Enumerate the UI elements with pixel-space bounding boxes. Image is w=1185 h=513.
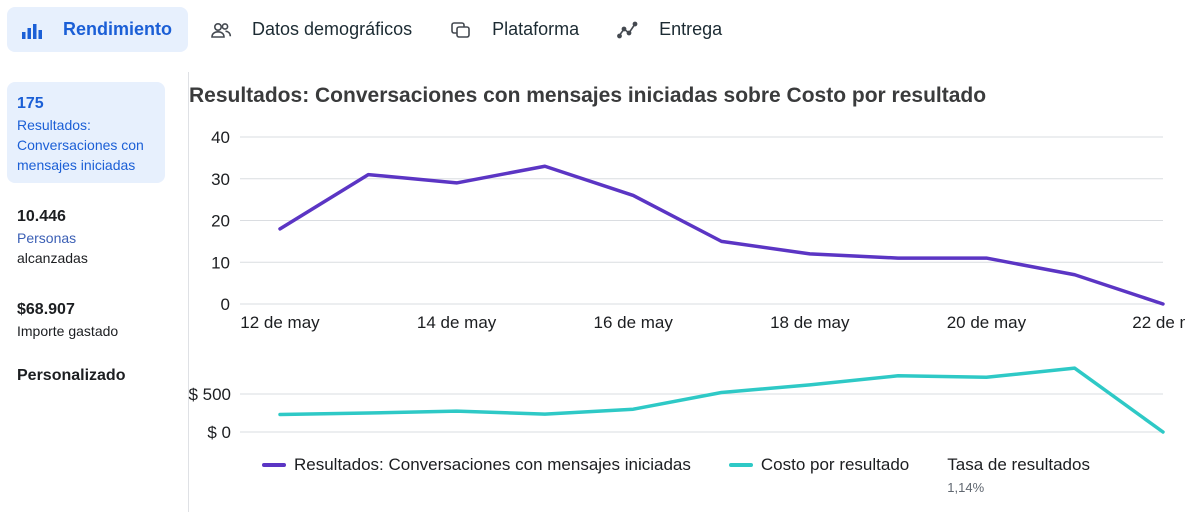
- tab-label: Plataforma: [492, 19, 580, 39]
- legend-cost[interactable]: Costo por resultado: [728, 454, 910, 476]
- x-tick-label: 22 de m: [1132, 313, 1185, 332]
- y-tick-label: 30: [211, 170, 230, 189]
- metric-label-line1: Importe gastado: [17, 323, 119, 339]
- legend-cost-label: Costo por resultado: [760, 455, 910, 474]
- legend-cost-swatch: [728, 463, 753, 467]
- x-tick-label: 16 de may: [594, 313, 674, 332]
- legend-rate-label: Tasa de resultados: [947, 455, 1090, 474]
- legend-results-label: Resultados: Conversaciones con mensajes …: [294, 455, 691, 474]
- metrics-sidebar: 175 Resultados: Conversaciones con mensa…: [7, 82, 165, 391]
- legend-results-swatch: [262, 463, 286, 467]
- legend-rate[interactable]: Tasa de resultados 1,14%: [947, 454, 1090, 495]
- tab-datos-demograficos[interactable]: Datos demográficos: [196, 7, 428, 52]
- custom-metric-button[interactable]: Personalizado: [17, 367, 126, 384]
- y-tick-label: 40: [211, 128, 230, 147]
- metric-results[interactable]: 175 Resultados: Conversaciones con mensa…: [7, 82, 165, 183]
- series-line-cost: [278, 366, 1165, 434]
- tab-plataforma[interactable]: Plataforma: [436, 7, 595, 52]
- chart-title: Resultados: Conversaciones con mensajes …: [189, 84, 987, 107]
- metric-label-line2: Conversaciones con mensajes iniciadas: [17, 137, 144, 173]
- x-tick-label: 14 de may: [417, 313, 497, 332]
- x-tick-label: 18 de may: [770, 313, 850, 332]
- y-tick-label: $ 500: [188, 385, 231, 404]
- devices-icon: [450, 19, 472, 41]
- metric-label-line2: alcanzadas: [17, 250, 88, 266]
- metric-value: $68.907: [17, 301, 75, 318]
- metric-reach[interactable]: 10.446 Personas alcanzadas: [7, 195, 165, 276]
- metric-value: 10.446: [17, 208, 66, 225]
- tab-rendimiento[interactable]: Rendimiento: [7, 7, 189, 52]
- y-tick-label: 20: [211, 212, 230, 231]
- legend-results[interactable]: Resultados: Conversaciones con mensajes …: [262, 454, 691, 476]
- x-tick-label: 12 de may: [240, 313, 320, 332]
- bar-chart-icon: [21, 19, 43, 41]
- metric-value: 175: [17, 95, 44, 112]
- y-tick-label: $ 0: [207, 423, 231, 442]
- delivery-trend-icon: [617, 19, 639, 41]
- metric-label-line1: Personas: [17, 230, 77, 246]
- x-tick-label: 20 de may: [947, 313, 1027, 332]
- report-tabs: Rendimiento Datos demográficos Plataform…: [7, 7, 746, 52]
- people-icon: [210, 19, 232, 41]
- tab-label: Rendimiento: [63, 19, 173, 39]
- tab-label: Datos demográficos: [252, 19, 413, 39]
- metric-label-line1: Resultados:: [17, 117, 91, 133]
- y-tick-label: 0: [221, 295, 230, 314]
- metric-label: Resultados: Conversaciones con mensajes …: [17, 115, 155, 175]
- metric-label: Personas alcanzadas: [17, 228, 155, 268]
- y-tick-label: 10: [211, 253, 230, 272]
- chart-legend: Resultados: Conversaciones con mensajes …: [262, 454, 1090, 495]
- legend-rate-value: 1,14%: [947, 480, 985, 495]
- tab-label: Entrega: [659, 19, 723, 39]
- metric-label: Importe gastado: [17, 321, 155, 341]
- series-line-results: [278, 164, 1165, 306]
- metric-spend[interactable]: $68.907 Importe gastado: [7, 288, 165, 349]
- sidebar-divider: [188, 72, 189, 512]
- tab-entrega[interactable]: Entrega: [603, 7, 738, 52]
